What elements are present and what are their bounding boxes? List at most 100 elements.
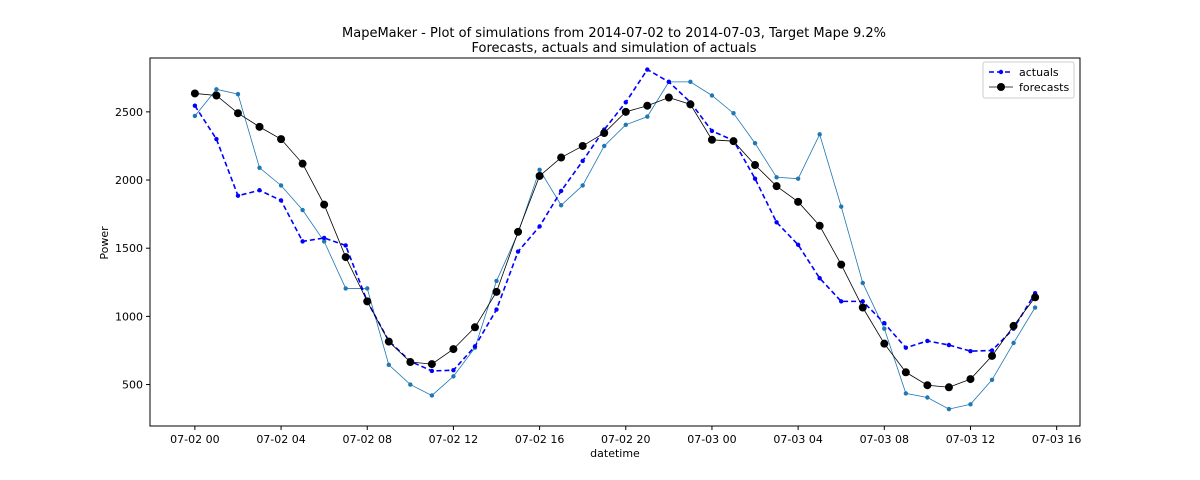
- data-point: [774, 175, 779, 180]
- data-point: [1031, 293, 1040, 302]
- data-point: [449, 345, 458, 354]
- plot-area: [149, 57, 1081, 427]
- series-line: [194, 93, 1036, 388]
- y-tick-label: 500: [122, 379, 143, 392]
- x-tick-label: 07-02 12: [429, 433, 478, 446]
- data-point: [817, 276, 822, 281]
- data-point: [772, 182, 781, 191]
- x-tick-label: 07-03 12: [946, 433, 995, 446]
- data-point: [235, 193, 241, 198]
- data-point: [621, 107, 630, 116]
- data-point: [277, 135, 286, 144]
- data-point: [882, 320, 887, 326]
- chart-title: MapeMaker - Plot of simulations from 201…: [342, 26, 886, 41]
- y-tick-label: 1000: [115, 310, 143, 323]
- data-point: [321, 239, 327, 244]
- x-tick-label: 07-03 08: [860, 433, 909, 446]
- x-tick-label: 07-03 16: [1032, 433, 1081, 446]
- data-point: [946, 342, 952, 348]
- data-point: [429, 393, 435, 398]
- data-point: [815, 221, 824, 230]
- data-point: [451, 368, 456, 373]
- x-tick-label: 07-03 04: [773, 433, 822, 446]
- data-point: [643, 101, 652, 110]
- data-point: [1032, 305, 1038, 310]
- legend-label: forecasts: [1019, 81, 1069, 94]
- data-point: [278, 198, 284, 203]
- data-point: [212, 91, 221, 100]
- x-axis: 07-02 00 07-02 04 07-02 08 07-02 12 07-02 16…: [170, 426, 1081, 446]
- x-tick-label: 07-02 04: [256, 433, 305, 446]
- data-point: [300, 239, 305, 244]
- data-point: [300, 207, 305, 213]
- data-point: [578, 141, 587, 150]
- data-point: [925, 395, 930, 400]
- data-point: [320, 200, 329, 209]
- data-point: [688, 79, 693, 85]
- data-point: [751, 161, 760, 170]
- data-point: [429, 368, 435, 374]
- data-point: [795, 176, 801, 181]
- data-point: [278, 183, 284, 188]
- data-point: [321, 235, 327, 241]
- x-tick-label: 07-03 00: [687, 433, 736, 446]
- data-point: [190, 89, 199, 98]
- data-point: [707, 135, 716, 144]
- data-point: [752, 141, 758, 146]
- data-point: [470, 323, 479, 332]
- x-tick-label: 07-02 20: [601, 433, 650, 446]
- data-point: [298, 159, 307, 168]
- data-point: [946, 406, 952, 412]
- x-tick-label: 07-02 08: [343, 433, 392, 446]
- data-point: [1009, 321, 1018, 330]
- data-point: [365, 286, 370, 291]
- series-forecasts: [190, 89, 1040, 392]
- series-actuals: [192, 67, 1038, 374]
- x-axis-label: datetime: [590, 447, 640, 460]
- data-point: [794, 197, 803, 206]
- data-point: [192, 103, 198, 108]
- data-point: [1011, 340, 1016, 346]
- data-point: [729, 137, 738, 146]
- data-point: [837, 260, 846, 269]
- legend-marker: [998, 69, 1004, 75]
- x-tick-label: 07-02 16: [515, 433, 564, 446]
- data-point: [406, 358, 415, 367]
- series-layer: [190, 67, 1040, 412]
- data-point: [880, 339, 889, 348]
- data-point: [235, 91, 241, 97]
- legend-marker: [997, 83, 1005, 91]
- data-point: [494, 307, 499, 312]
- y-tick-label: 1500: [115, 242, 143, 255]
- data-point: [557, 153, 566, 162]
- data-point: [925, 338, 930, 344]
- data-point: [472, 344, 478, 349]
- legend-label: actuals: [1019, 66, 1059, 79]
- data-point: [901, 368, 910, 377]
- data-point: [408, 382, 413, 387]
- data-point: [709, 93, 715, 98]
- data-point: [903, 391, 909, 396]
- data-point: [752, 176, 758, 181]
- data-point: [989, 377, 995, 382]
- data-point: [858, 303, 867, 312]
- series-line: [194, 81, 1036, 410]
- data-point: [427, 360, 436, 369]
- data-point: [731, 111, 736, 116]
- data-point: [988, 351, 997, 360]
- data-point: [192, 113, 198, 119]
- data-point: [709, 128, 715, 134]
- data-point: [363, 297, 372, 306]
- y-axis: 500 1000 1500 2000 2500: [115, 106, 150, 392]
- data-point: [817, 132, 822, 137]
- data-point: [558, 188, 564, 194]
- data-point: [233, 109, 242, 118]
- data-point: [839, 299, 844, 304]
- data-point: [944, 383, 953, 392]
- data-point: [623, 122, 628, 128]
- data-point: [257, 165, 262, 170]
- legend: actuals forecasts: [982, 61, 1075, 99]
- data-point: [882, 326, 887, 331]
- y-axis-label: Power: [98, 226, 111, 260]
